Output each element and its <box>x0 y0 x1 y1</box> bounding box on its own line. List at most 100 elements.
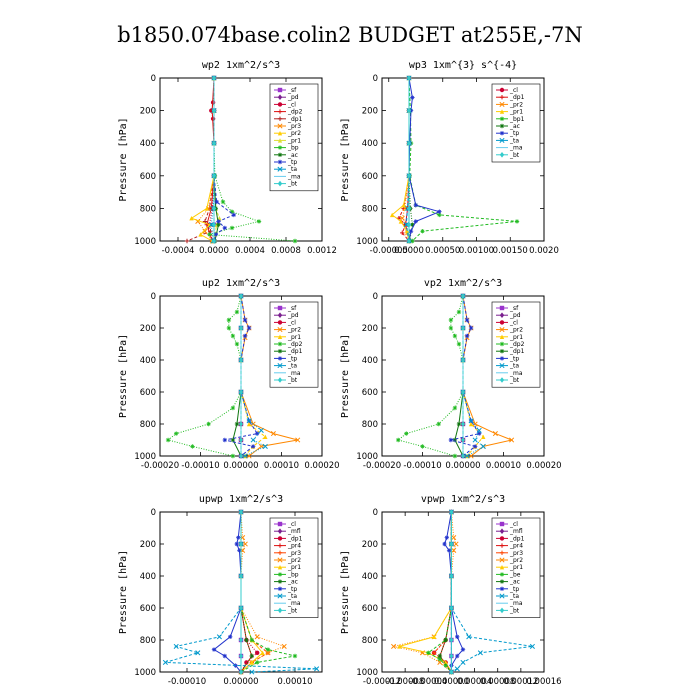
data-point <box>270 431 276 437</box>
data-point <box>211 647 217 652</box>
series-line-tp <box>224 295 259 457</box>
data-point <box>448 325 454 331</box>
data-point <box>216 634 222 640</box>
legend-entry: _bp1 <box>509 116 525 123</box>
y-tick-label: 800 <box>362 204 378 214</box>
legend-entry: _dp1 <box>509 348 525 355</box>
data-point <box>472 437 478 443</box>
data-point <box>246 421 252 427</box>
x-tick-label: -0.00004 <box>409 677 447 687</box>
y-tick-label: 800 <box>140 636 156 646</box>
data-point <box>211 205 217 212</box>
data-point <box>391 643 397 649</box>
data-point <box>443 637 448 643</box>
data-point <box>448 317 454 323</box>
x-tick-label: 0.0000 <box>199 246 229 256</box>
data-point <box>238 669 244 675</box>
legend-marker <box>277 102 283 107</box>
x-tick-label: -0.0004 <box>162 246 195 256</box>
legend-entry: _pd <box>287 94 299 101</box>
data-point <box>403 222 409 228</box>
legend-marker <box>499 116 505 121</box>
y-tick-label: 200 <box>362 324 378 334</box>
legend-marker <box>499 312 505 318</box>
data-point <box>449 669 454 675</box>
legend-marker <box>499 586 505 591</box>
data-point <box>401 202 406 208</box>
chart-panel-5: upwp 1xm^2/s^3 Pressure [hPa] 0 200 400 600 80… <box>118 494 323 687</box>
chart-panel-3: up2 1xm^2/s^3 Pressure [hPa] 0 200 400 600 800… <box>118 278 340 471</box>
legend-marker <box>277 565 283 570</box>
legend-marker <box>499 528 505 534</box>
legend-marker <box>277 166 283 172</box>
series-line-pr2 <box>393 511 457 673</box>
data-point <box>426 650 431 655</box>
data-point <box>226 317 232 323</box>
y-axis-label: Pressure [hPa] <box>118 550 129 634</box>
legend-entry: _pr4 <box>287 543 301 550</box>
legend-entry: _bt <box>287 181 298 188</box>
data-point <box>214 199 219 205</box>
data-point <box>404 229 410 234</box>
data-point <box>238 653 244 659</box>
data-point <box>514 219 520 224</box>
legend-marker <box>499 572 505 577</box>
x-tick-label: -0.00020 <box>363 461 401 471</box>
legend-marker <box>277 579 283 584</box>
legend-marker <box>499 137 505 143</box>
data-point <box>481 434 486 439</box>
y-tick-label: 800 <box>140 204 156 214</box>
data-point <box>230 453 236 459</box>
legend-entry: _pr1 <box>509 334 523 341</box>
legend-marker <box>499 550 505 555</box>
x-tick-label: 0.00000 <box>223 677 258 687</box>
data-point <box>448 437 454 443</box>
data-point <box>460 293 466 299</box>
y-tick-label: 1000 <box>356 452 378 462</box>
data-point <box>451 535 457 541</box>
chart-panel-6: vpwp 1xm^2/s^3 Pressure [hPa] 0 200 400 600 80… <box>340 494 562 687</box>
data-point <box>406 173 412 179</box>
legend-marker <box>499 356 505 361</box>
legend-entry: _dp2 <box>287 341 303 348</box>
data-point <box>460 357 466 363</box>
x-tick-label: 0.00004 <box>457 677 492 687</box>
legend-entry: _bt <box>287 607 298 614</box>
data-point <box>452 333 458 339</box>
data-point <box>431 650 437 655</box>
panel-title: up2 1xm^2/s^3 <box>202 278 280 289</box>
legend-entry: _pd <box>287 312 299 319</box>
x-tick-label: -0.00020 <box>141 461 179 471</box>
data-point <box>246 453 252 459</box>
data-point <box>449 637 454 643</box>
data-point <box>398 219 404 224</box>
legend-marker <box>277 356 283 361</box>
x-tick-label: 0.00000 <box>223 461 258 471</box>
data-point <box>451 547 457 553</box>
data-point <box>460 325 466 331</box>
y-tick-label: 400 <box>140 572 156 582</box>
data-point <box>406 140 412 146</box>
data-point <box>242 541 248 547</box>
x-tick-label: 0.00100 <box>459 246 494 256</box>
legend-entry: _bt <box>287 377 298 384</box>
legend-marker <box>499 543 505 548</box>
data-point <box>389 212 395 218</box>
data-point <box>222 437 227 443</box>
legend-marker <box>499 565 505 570</box>
legend-entry: _dp1 <box>287 348 303 355</box>
data-point <box>449 541 454 547</box>
legend-marker <box>277 327 283 333</box>
data-point <box>238 541 244 547</box>
data-point <box>234 309 240 315</box>
legend-box <box>269 517 319 618</box>
data-point <box>456 309 462 315</box>
y-tick-label: 1000 <box>356 668 378 678</box>
x-tick-label: 0.00050 <box>425 246 460 256</box>
data-point <box>265 647 271 652</box>
y-tick-label: 0 <box>373 508 378 518</box>
legend-box <box>491 517 541 618</box>
x-tick-label: 0.00010 <box>264 461 299 471</box>
data-point <box>444 535 449 540</box>
data-point <box>246 325 252 331</box>
